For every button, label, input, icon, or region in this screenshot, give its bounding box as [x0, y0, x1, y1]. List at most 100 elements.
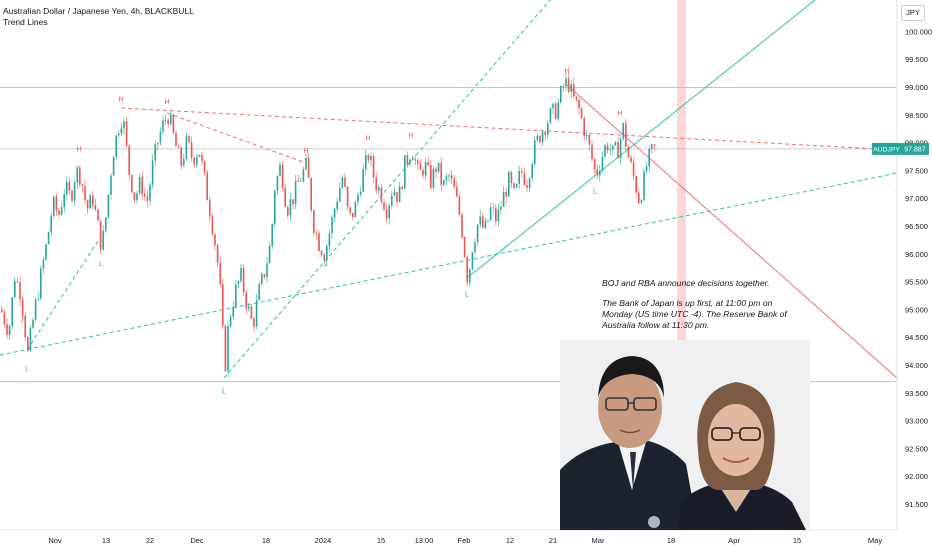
swing-high-label: H [303, 148, 308, 155]
candle [279, 161, 281, 177]
candle [570, 80, 572, 99]
candle [71, 188, 73, 204]
candle [3, 309, 6, 328]
swing-low-label: L [25, 365, 29, 372]
candle [84, 180, 86, 205]
candle [443, 178, 445, 188]
candle [1, 305, 3, 314]
candle [562, 83, 565, 92]
candle [593, 157, 596, 175]
candle [133, 192, 136, 205]
candle [175, 130, 177, 147]
candle [32, 317, 34, 329]
candle [453, 174, 455, 188]
swing-high-label: H [118, 96, 123, 103]
resistance-trendline-long [120, 107, 898, 151]
candle [141, 170, 143, 199]
swing-low-label: L [465, 291, 469, 298]
swing-high-label: H [617, 110, 622, 117]
time-axis[interactable]: Nov 13 22 Dec 18 2024 15 13:00 Feb 12 21 Mar 18 Apr 15… [48, 536, 882, 545]
candle [263, 273, 266, 280]
candle [461, 212, 463, 239]
y-tick-label: 95.000 [905, 305, 928, 314]
price-tag-value: 97.887 [904, 147, 926, 154]
candle [307, 153, 310, 179]
candle [648, 145, 650, 173]
candle [391, 191, 393, 210]
governors-illustration [560, 340, 810, 530]
x-tick-label: 18 [262, 536, 270, 545]
candle [300, 176, 302, 183]
y-tick-label: 99.500 [905, 55, 928, 64]
candle [289, 192, 292, 222]
candle [359, 186, 362, 198]
currency-button[interactable]: JPY [901, 5, 925, 21]
candle [159, 127, 162, 146]
candle [365, 149, 367, 176]
candle [367, 153, 370, 163]
candle [40, 265, 42, 301]
candle [401, 185, 403, 191]
y-tick-label: 96.000 [905, 250, 928, 259]
candle [73, 179, 76, 206]
candle [144, 188, 146, 201]
candle [482, 212, 484, 229]
candle [206, 170, 208, 201]
candle [419, 158, 422, 170]
candle [292, 199, 294, 210]
candle [427, 156, 429, 167]
price-axis[interactable]: 100.00099.50099.00098.50098.00097.50097.… [905, 27, 932, 509]
x-tick-label: 15 [793, 536, 801, 545]
candle [609, 143, 611, 156]
candle [151, 154, 154, 189]
candle [645, 161, 648, 174]
candle [601, 151, 604, 174]
candle [112, 155, 115, 176]
candle [341, 174, 344, 190]
swing-high-label: H [164, 99, 169, 106]
candle [60, 202, 63, 216]
candle [505, 187, 507, 204]
support-trendline-long [0, 172, 898, 356]
x-tick-label: Apr [728, 536, 740, 545]
candle [544, 130, 546, 142]
candle [552, 103, 554, 114]
candle [99, 220, 102, 254]
candle [94, 199, 97, 212]
candle [515, 183, 518, 189]
y-tick-label: 99.000 [905, 83, 928, 92]
candle [76, 165, 78, 189]
candle [549, 106, 552, 125]
candle [617, 136, 619, 159]
candle [157, 142, 159, 151]
swing-low-label: L [99, 261, 103, 268]
candle [619, 136, 622, 165]
symbol-title[interactable]: Australian Dollar / Japanese Yen, 4h, BL… [3, 6, 194, 16]
indicator-label[interactable]: Trend Lines [3, 17, 48, 27]
candle [591, 139, 593, 162]
candle [596, 164, 598, 179]
candle [253, 316, 255, 333]
candle [471, 251, 474, 271]
candle [201, 151, 203, 165]
candle [526, 179, 528, 193]
event-highlight-band [677, 0, 686, 530]
candle [370, 151, 372, 167]
x-tick-label: 15 [377, 536, 385, 545]
candle [89, 193, 91, 209]
candle [258, 281, 260, 301]
candle [489, 203, 492, 222]
candle [331, 214, 333, 239]
candle [224, 324, 227, 373]
y-tick-label: 95.500 [905, 278, 928, 287]
candle [578, 97, 580, 115]
candle [81, 183, 84, 193]
candle [521, 167, 523, 178]
candle [323, 252, 325, 261]
candle [284, 183, 286, 208]
candle [102, 225, 104, 251]
candle [580, 106, 583, 120]
candle [167, 117, 169, 128]
